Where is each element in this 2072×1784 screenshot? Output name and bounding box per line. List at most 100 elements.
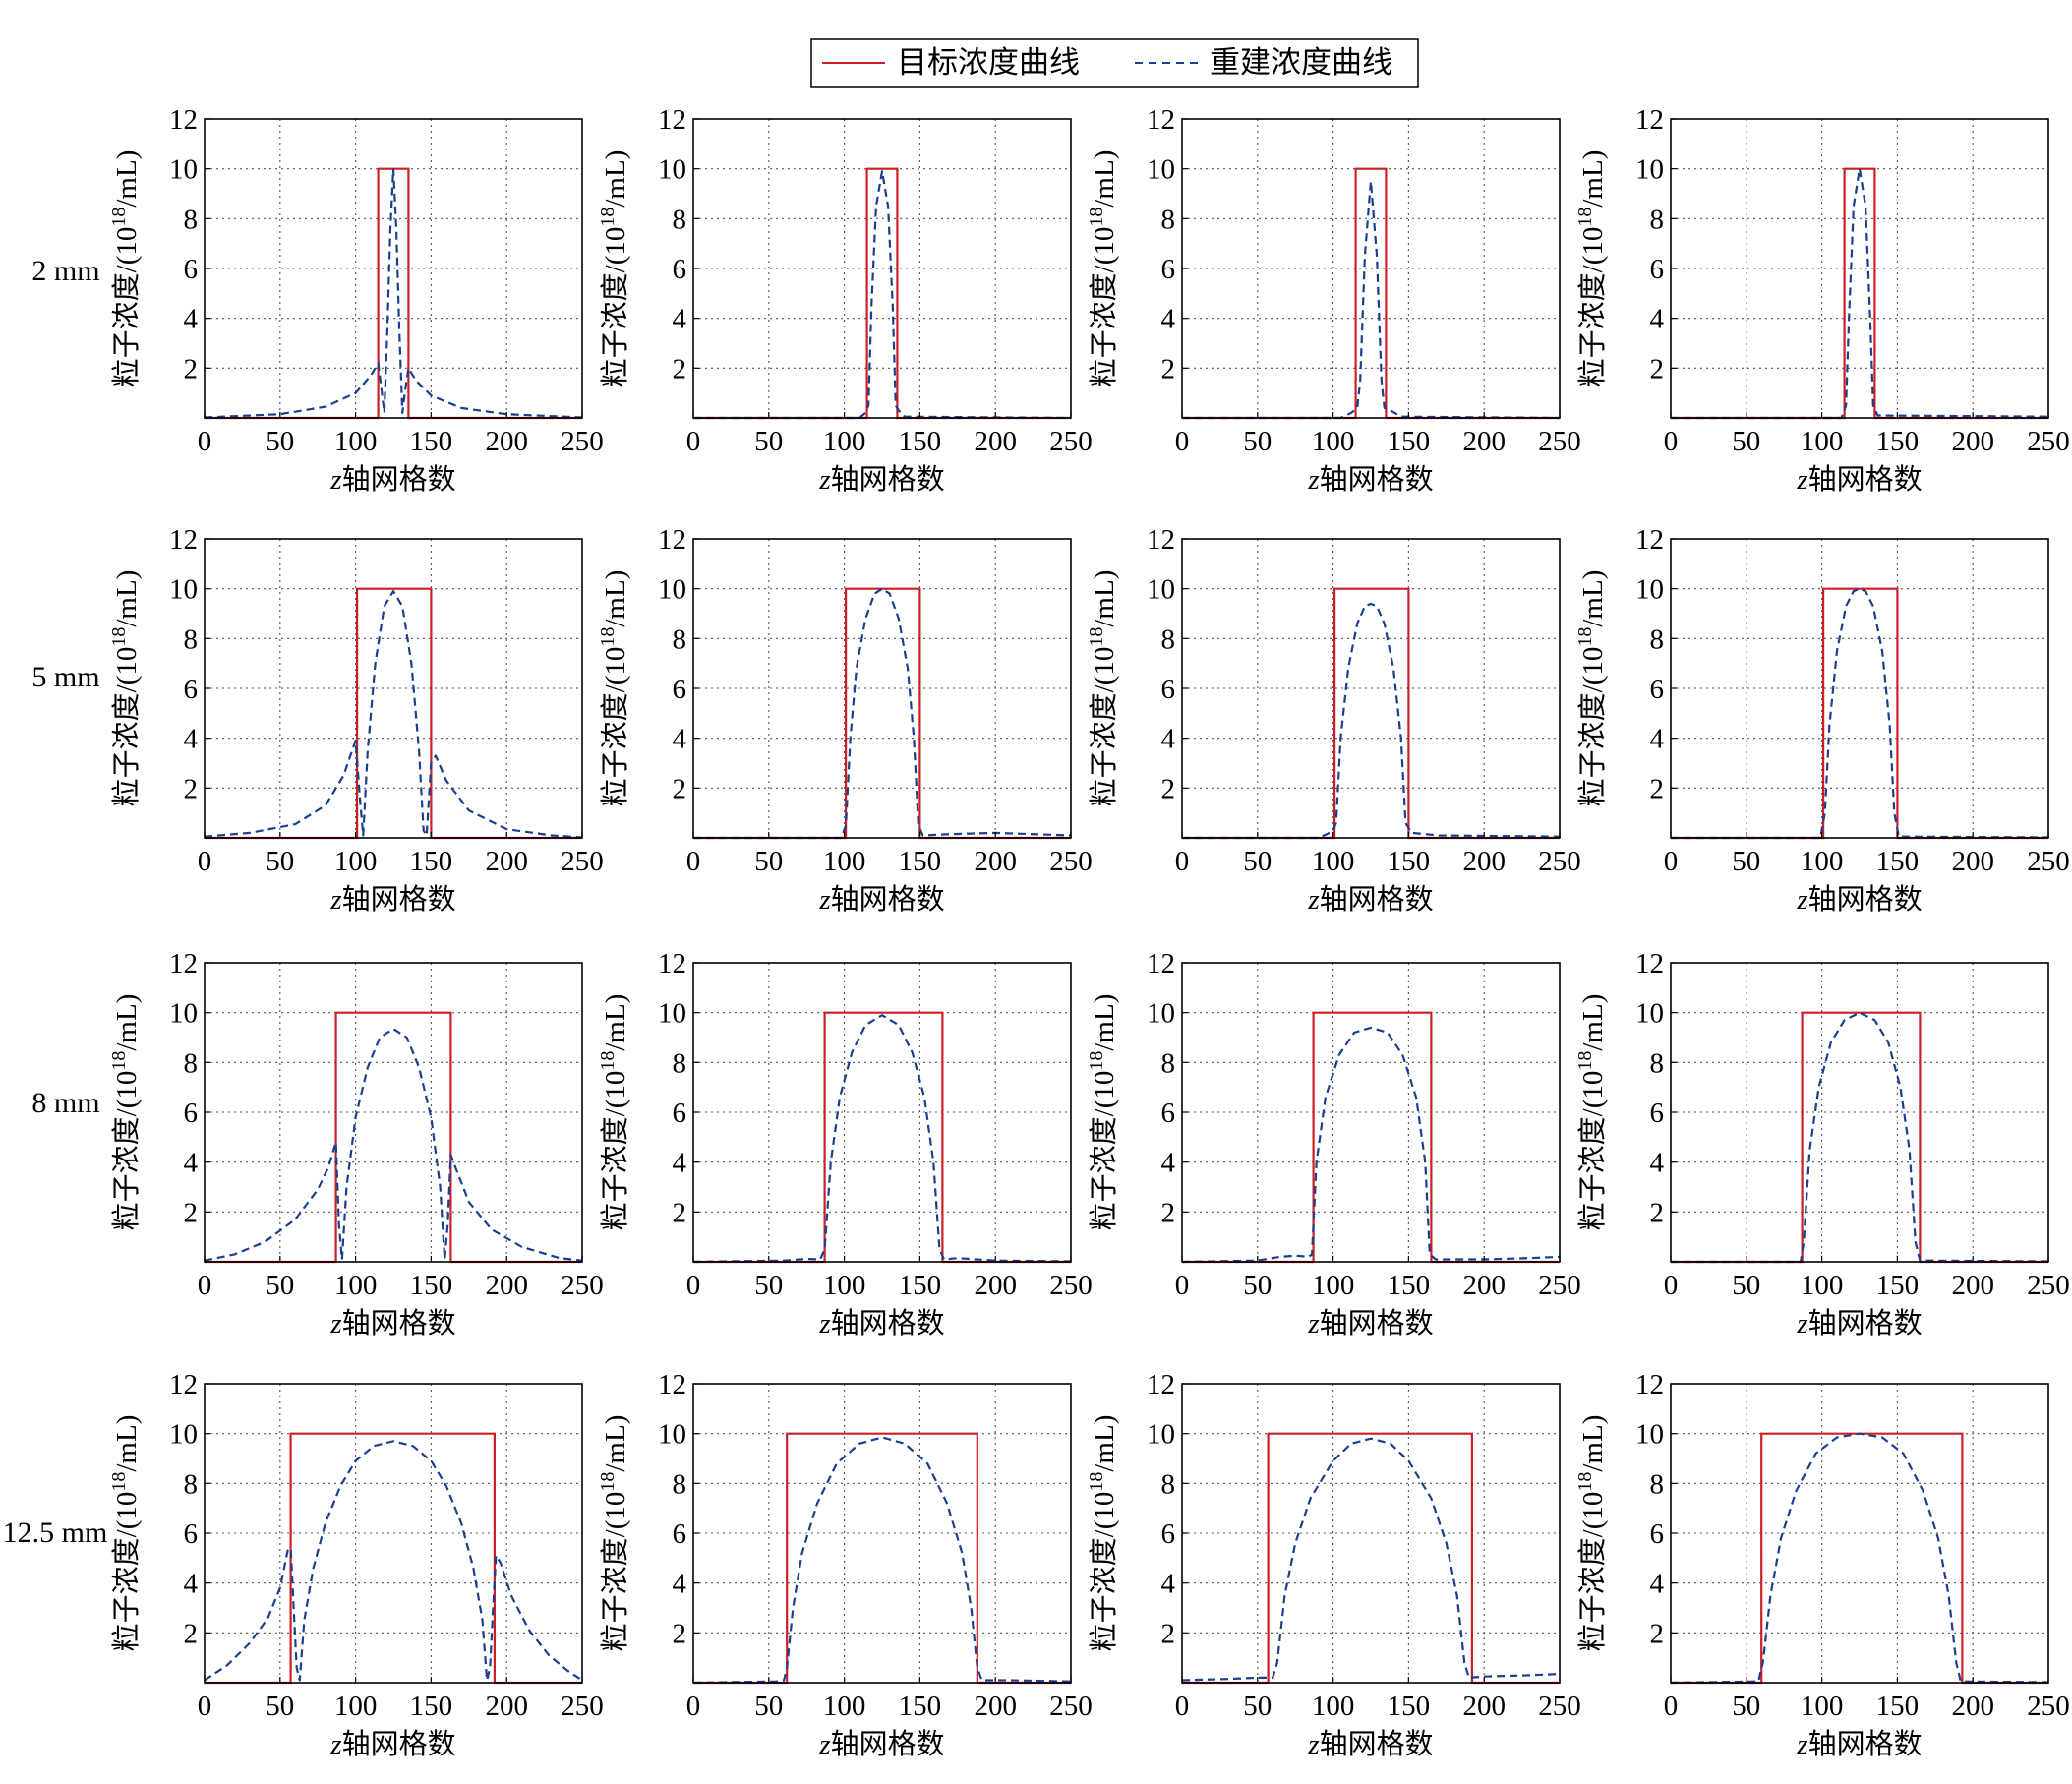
- x-tick-label: 0: [198, 1270, 212, 1301]
- x-tick-label: 100: [823, 1270, 866, 1301]
- y-tick-label: 6: [184, 1518, 199, 1550]
- x-tick-label: 50: [1732, 1691, 1760, 1722]
- x-tick-label: 50: [1243, 1691, 1272, 1722]
- y-tick-label: 12: [1635, 1369, 1664, 1400]
- x-tick-label: 200: [974, 1691, 1017, 1722]
- x-tick-label: 200: [1951, 1691, 1994, 1722]
- y-tick-label: 8: [184, 204, 199, 235]
- y-tick-label: 2: [1650, 773, 1665, 804]
- y-tick-label: 4: [673, 724, 687, 755]
- x-tick-label: 100: [1801, 1270, 1844, 1301]
- y-tick-label: 6: [1650, 254, 1665, 285]
- target-curve: [693, 587, 1071, 840]
- x-tick-label: 250: [2027, 426, 2070, 457]
- panel-r3-c2: 0 50 100 150 200 250 2 4 6 8 10 12 z轴网格数 粒子浓度/(1018/m…: [1086, 1369, 1581, 1760]
- y-tick-label: 12: [658, 1369, 686, 1400]
- x-tick-label: 150: [1388, 426, 1431, 457]
- y-tick-label: 2: [1161, 1197, 1176, 1228]
- y-axis-label: 粒子浓度/(1018/mL): [1574, 570, 1609, 807]
- x-tick-label: 100: [823, 846, 866, 877]
- x-tick-label: 0: [1664, 1691, 1679, 1722]
- y-tick-label: 2: [1161, 773, 1176, 804]
- x-tick-label: 50: [1243, 1270, 1272, 1301]
- x-tick-label: 200: [1462, 846, 1506, 877]
- x-tick-label: 250: [561, 1691, 604, 1722]
- target-curve: [1182, 167, 1560, 420]
- x-tick-label: 100: [334, 426, 378, 457]
- x-axis-label: z轴网格数: [1796, 1728, 1922, 1760]
- y-tick-label: 10: [169, 998, 198, 1030]
- y-tick-label: 6: [673, 1098, 687, 1129]
- x-axis-label: z轴网格数: [1307, 883, 1433, 916]
- y-tick-label: 6: [1650, 1518, 1665, 1550]
- x-tick-label: 250: [1049, 1691, 1093, 1722]
- panel-r2-c1: 0 50 100 150 200 250 2 4 6 8 10 12 z轴网格数 粒子浓度/(1018/m…: [597, 948, 1093, 1339]
- y-tick-label: 8: [1161, 624, 1176, 655]
- x-tick-label: 100: [334, 846, 378, 877]
- y-tick-label: 10: [1147, 154, 1175, 186]
- x-tick-label: 150: [1388, 846, 1431, 877]
- x-tick-label: 250: [1049, 1270, 1093, 1301]
- y-axis-label: 粒子浓度/(1018/mL): [597, 1415, 631, 1652]
- y-axis-label: 粒子浓度/(1018/mL): [108, 994, 143, 1231]
- recon-curve: [692, 1436, 1072, 1685]
- y-tick-label: 8: [1650, 624, 1665, 655]
- recon-curve: [1181, 1437, 1561, 1682]
- y-tick-label: 6: [673, 1518, 687, 1550]
- x-tick-label: 100: [334, 1691, 378, 1722]
- x-tick-label: 100: [1801, 846, 1844, 877]
- target-curve: [1671, 1432, 2048, 1685]
- x-tick-label: 150: [899, 1270, 942, 1301]
- x-tick-label: 0: [1175, 1270, 1190, 1301]
- panel-r3-c3: 0 50 100 150 200 250 2 4 6 8 10 12 z轴网格数 粒子浓度/(1018/m…: [1574, 1369, 2070, 1760]
- y-tick-label: 10: [658, 574, 686, 606]
- y-tick-label: 6: [1161, 1098, 1176, 1129]
- y-tick-label: 10: [169, 574, 198, 606]
- y-tick-label: 8: [184, 624, 199, 655]
- y-tick-label: 4: [1161, 304, 1176, 335]
- x-axis-label: z轴网格数: [818, 463, 944, 496]
- y-tick-label: 10: [1147, 998, 1175, 1030]
- y-tick-label: 8: [1161, 1468, 1176, 1500]
- y-tick-label: 12: [1635, 104, 1664, 136]
- x-tick-label: 50: [754, 426, 783, 457]
- x-tick-label: 50: [754, 846, 783, 877]
- legend-recon-label: 重建浓度曲线: [1210, 45, 1392, 80]
- y-tick-label: 10: [1147, 574, 1175, 606]
- x-tick-label: 250: [1538, 1270, 1581, 1301]
- y-tick-label: 4: [673, 304, 687, 335]
- row-label-8mm: 8 mm: [31, 1087, 99, 1119]
- y-axis-label: 粒子浓度/(1018/mL): [1574, 994, 1609, 1231]
- y-tick-label: 2: [1650, 353, 1665, 385]
- target-curve: [1671, 1011, 2048, 1264]
- panel-r2-c2: 0 50 100 150 200 250 2 4 6 8 10 12 z轴网格数 粒子浓度/(1018/m…: [1086, 948, 1581, 1339]
- y-tick-label: 6: [1650, 674, 1665, 705]
- x-axis-label: z轴网格数: [818, 883, 944, 916]
- y-tick-label: 4: [673, 1569, 687, 1600]
- y-tick-label: 8: [184, 1468, 199, 1500]
- recon-curve: [693, 587, 1072, 840]
- target-curve: [205, 1432, 582, 1685]
- x-tick-label: 50: [1243, 846, 1272, 877]
- x-tick-label: 0: [198, 426, 212, 457]
- x-tick-label: 150: [1876, 1270, 1920, 1301]
- x-axis-label: z轴网格数: [818, 1307, 944, 1339]
- x-tick-label: 50: [266, 846, 294, 877]
- x-tick-label: 250: [1538, 846, 1581, 877]
- x-tick-label: 250: [2027, 846, 2070, 877]
- y-tick-label: 10: [658, 154, 686, 186]
- y-tick-label: 12: [169, 524, 198, 556]
- x-tick-label: 200: [974, 426, 1017, 457]
- x-tick-label: 250: [2027, 1270, 2070, 1301]
- x-tick-label: 50: [754, 1691, 783, 1722]
- x-tick-label: 200: [1462, 1270, 1506, 1301]
- x-tick-label: 150: [410, 426, 453, 457]
- y-axis-label: 粒子浓度/(1018/mL): [597, 570, 631, 807]
- panel-r1-c0: 0 50 100 150 200 250 2 4 6 8 10 12 z轴网格数 粒子浓度/(1018/m…: [108, 524, 604, 916]
- y-axis-label: 粒子浓度/(1018/mL): [1574, 150, 1609, 387]
- y-tick-label: 10: [169, 1419, 198, 1451]
- y-tick-label: 12: [1635, 948, 1664, 980]
- y-tick-label: 8: [673, 1468, 687, 1500]
- x-tick-label: 150: [1876, 846, 1920, 877]
